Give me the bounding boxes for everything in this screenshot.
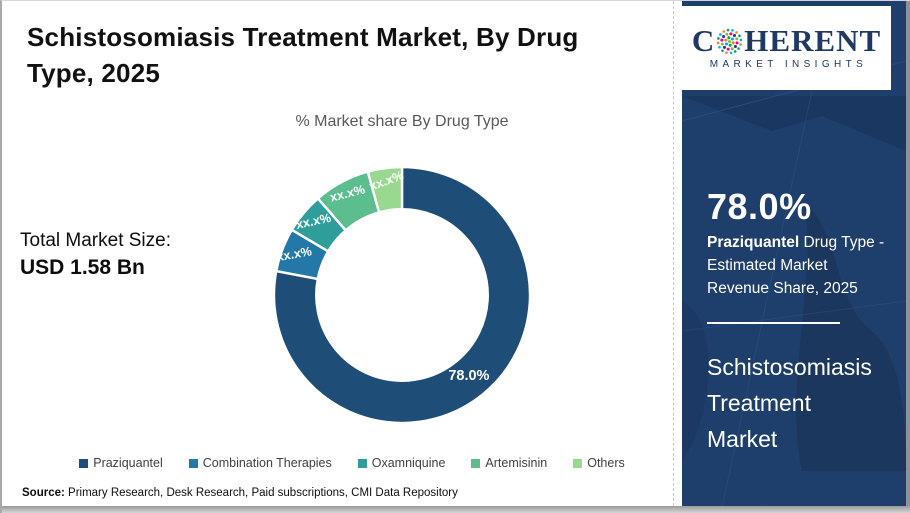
brand-wordmark: C HERENT: [691, 23, 882, 58]
globe-dot: [717, 36, 720, 40]
page-title-line1: Schistosomiasis Treatment Market, By Dru…: [27, 22, 579, 52]
total-market-size-value: USD 1.58 Bn: [20, 256, 145, 279]
chart-legend: Praziquantel Combination Therapies Oxamniq…: [42, 456, 662, 470]
globe-dot: [739, 42, 743, 46]
globe-dot: [733, 33, 737, 37]
donut-chart-svg: 78.0%xx.x%xx.x%xx.x%xx.x%: [272, 165, 532, 425]
globe-dot: [725, 50, 729, 54]
legend-item-oxamniquine: Oxamniquine: [357, 456, 446, 470]
key-stat-description: Praziquantel Drug Type - Estimated Marke…: [707, 231, 892, 300]
globe-dot: [719, 32, 722, 36]
legend-label: Artemisinin: [485, 456, 548, 470]
vertical-dashed-divider: [673, 1, 674, 506]
donut-chart: 78.0% xx.x% xx.x% xx.x% xx.x%: [272, 165, 532, 425]
source-text: Primary Research, Desk Research, Paid su…: [68, 487, 458, 499]
brand-letter-c: C: [691, 23, 716, 58]
globe-dot: [725, 41, 729, 46]
right-edge-strip: [906, 1, 910, 513]
globe-dot: [728, 39, 732, 43]
globe-dot: [739, 38, 743, 41]
globe-dot: [721, 48, 725, 52]
legend-item-praziquantel: Praziquantel: [79, 456, 163, 470]
globe-dot: [722, 29, 726, 33]
globe-dot: [726, 47, 730, 51]
globe-dot: [726, 28, 730, 31]
brand-tagline: MARKET INSIGHTS: [709, 59, 868, 70]
brand-rest: HERENT: [744, 23, 882, 58]
globe-dot: [730, 46, 734, 50]
panel-report-title: Schistosomiasis Treatment Market: [707, 354, 872, 452]
globe-dot: [737, 46, 741, 50]
globe-dot: [734, 44, 738, 48]
globe-dot: [735, 36, 739, 40]
total-market-size: Total Market Size: USD 1.58 Bn: [20, 228, 171, 282]
legend-swatch: [357, 458, 367, 468]
globe-dot: [717, 41, 720, 44]
brand-logo: C HERENT MARKET INSIGHTS: [682, 6, 891, 90]
legend-label: Others: [587, 456, 625, 470]
globe-dots-icon: [717, 28, 743, 54]
globe-dot: [731, 40, 735, 44]
globe-dot: [731, 28, 735, 32]
right-panel: C HERENT MARKET INSIGHTS 78.0% Praziquan…: [682, 1, 906, 507]
legend-swatch: [79, 458, 89, 468]
globe-dot: [725, 32, 729, 36]
legend-swatch: [188, 458, 198, 468]
key-stat-segment: Praziquantel: [707, 234, 800, 251]
globe-dot: [738, 33, 742, 37]
legend-item-artemisinin: Artemisinin: [471, 456, 547, 470]
globe-dot: [718, 45, 722, 49]
globe-dot: [723, 45, 727, 49]
legend-item-others: Others: [573, 456, 625, 470]
globe-dot: [729, 31, 733, 35]
globe-dot: [720, 42, 724, 46]
panel-divider-line: [707, 322, 840, 324]
legend-label: Oxamniquine: [371, 456, 446, 470]
legend-label: Combination Therapies: [202, 456, 332, 470]
legend-swatch: [471, 458, 481, 468]
key-stat-text: Drug Type - Estimated Market Revenue Sha…: [707, 234, 885, 297]
globe-dot: [728, 43, 732, 47]
legend-label: Praziquantel: [93, 456, 163, 470]
globe-dot: [729, 51, 733, 54]
globe-dot: [735, 40, 739, 44]
globe-dot: [735, 30, 739, 34]
page-title-line2: Type, 2025: [27, 58, 161, 88]
donut-slice-others: [366, 165, 404, 214]
globe-dot: [727, 35, 731, 39]
page-title: Schistosomiasis Treatment Market, By Dru…: [27, 19, 657, 91]
key-stat-value: 78.0%: [707, 186, 812, 227]
chart-subtitle: % Market share By Drug Type: [295, 113, 509, 130]
globe-dot: [724, 38, 728, 42]
legend-swatch: [573, 458, 583, 468]
source-line: Source: Primary Research, Desk Research,…: [22, 487, 458, 499]
source-label: Source:: [22, 487, 65, 499]
globe-dot: [731, 36, 735, 41]
bottom-edge-strip: [2, 506, 910, 513]
world-map-texture: [682, 60, 906, 507]
globe-dot: [720, 38, 724, 42]
donut-slice-praziquantel: [272, 165, 532, 425]
globe-dot: [734, 49, 737, 53]
total-market-size-label: Total Market Size:: [20, 230, 171, 251]
globe-dot: [722, 34, 726, 38]
legend-item-combination-therapies: Combination Therapies: [188, 456, 332, 470]
slice-label-combination-therapies: xx.x%: [276, 244, 313, 264]
slice-label-praziquantel: 78.0%: [448, 368, 489, 384]
